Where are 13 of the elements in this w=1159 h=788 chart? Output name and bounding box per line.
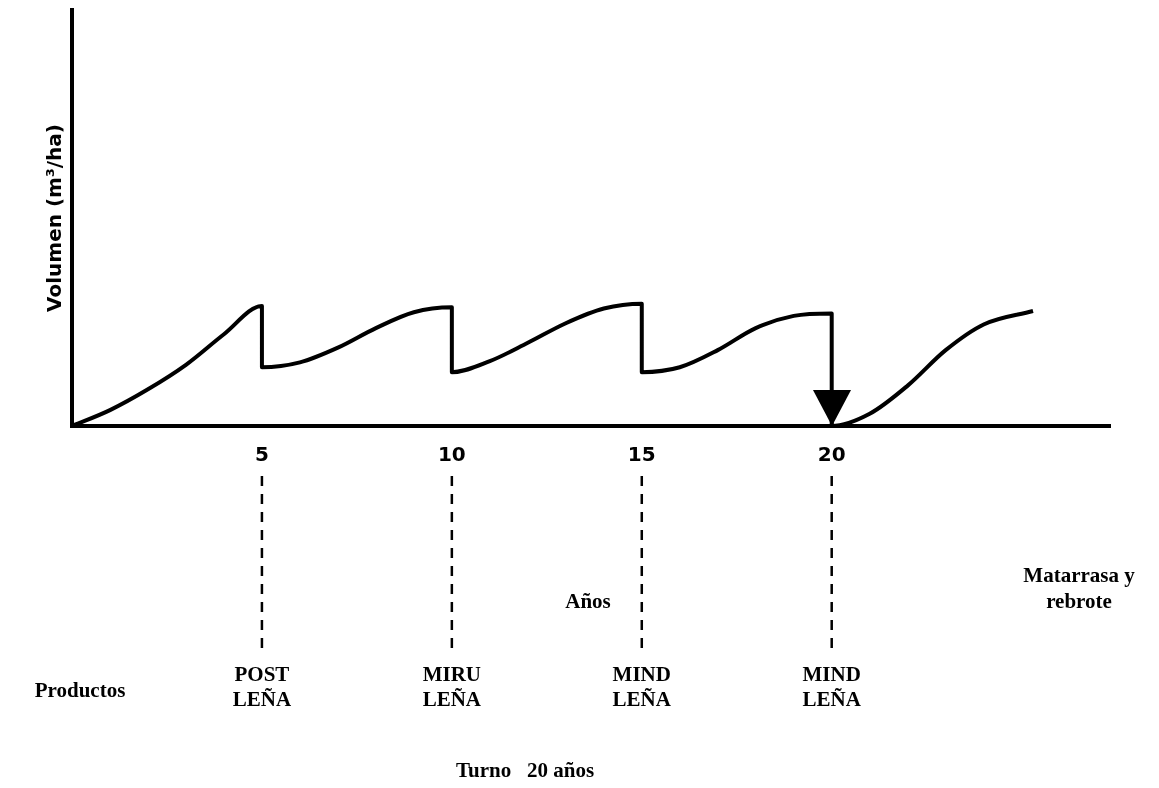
text: Matarrasa y rebrote — [1023, 563, 1136, 614]
x-tick-label: 15 — [627, 442, 656, 467]
ref-line-label: MIND LEÑA — [612, 662, 672, 712]
text: Turno 20 años — [455, 758, 595, 783]
text: Años — [565, 589, 611, 614]
x-tick-label: 5 — [254, 442, 269, 467]
ref-line-label: MIND LEÑA — [802, 662, 862, 712]
x-tick-label: 10 — [437, 442, 466, 467]
x-tick-label: 20 — [817, 442, 846, 467]
ref-line-label: POST LEÑA — [232, 662, 292, 712]
text: Productos — [34, 678, 126, 703]
y-axis-title: Volumen (m³/ha) — [42, 124, 67, 312]
ref-line-label: MIRU LEÑA — [422, 662, 482, 712]
